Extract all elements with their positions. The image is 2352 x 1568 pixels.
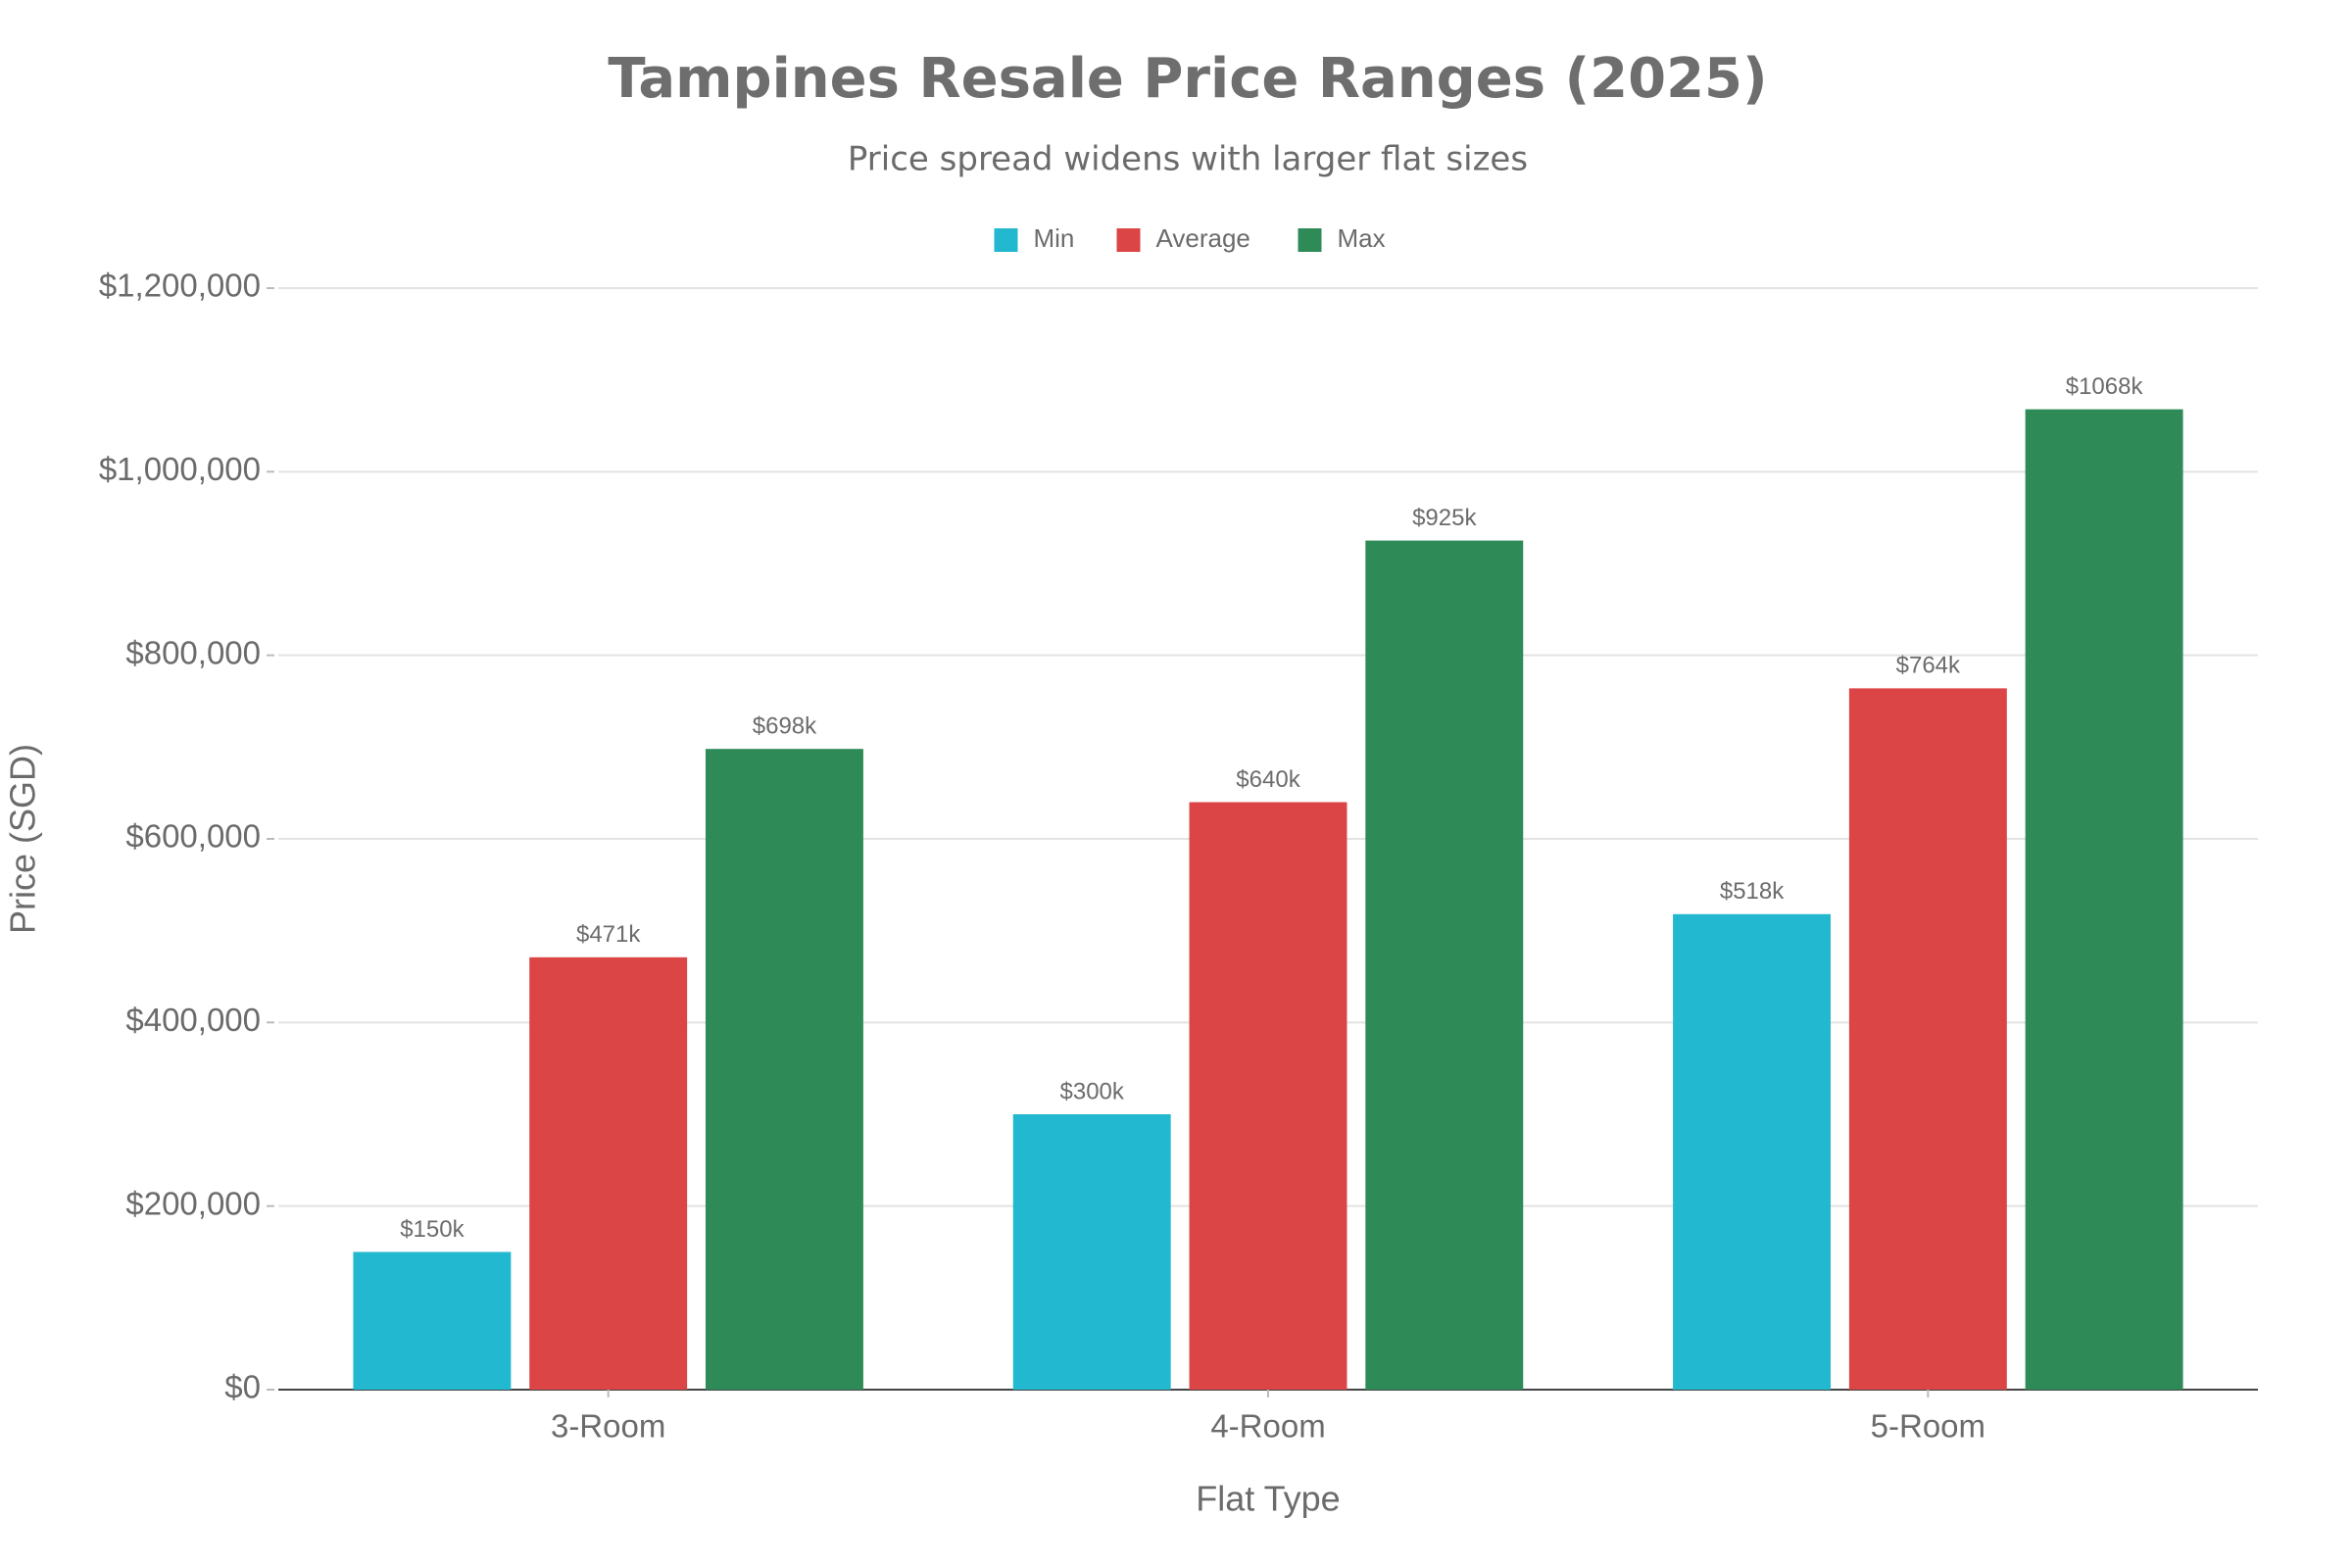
bar xyxy=(1848,688,2007,1390)
x-tick-label: 4-Room xyxy=(1210,1408,1325,1445)
value-label: $698k xyxy=(753,713,817,740)
legend-label: Min xyxy=(1034,223,1075,253)
legend-swatch xyxy=(1298,228,1322,252)
bar xyxy=(1189,802,1348,1390)
y-tick-label: $1,200,000 xyxy=(99,268,261,304)
y-tick-label: $1,000,000 xyxy=(99,451,261,487)
bar xyxy=(1365,540,1524,1390)
x-tick-label: 5-Room xyxy=(1871,1408,1985,1445)
bar xyxy=(705,749,863,1390)
value-label: $300k xyxy=(1060,1078,1125,1104)
bar xyxy=(529,956,688,1390)
y-tick-label: $200,000 xyxy=(125,1185,261,1221)
value-label: $150k xyxy=(400,1216,465,1243)
bar xyxy=(1673,913,1832,1390)
legend-swatch xyxy=(994,228,1018,252)
value-label: $925k xyxy=(1412,505,1477,531)
legend-swatch xyxy=(1116,228,1141,252)
y-tick-label: $400,000 xyxy=(125,1002,261,1038)
y-tick-label: $0 xyxy=(224,1369,261,1405)
value-label: $471k xyxy=(576,921,641,948)
legend-label: Average xyxy=(1156,223,1250,253)
y-tick-label: $600,000 xyxy=(125,818,261,855)
bar xyxy=(1012,1114,1171,1390)
y-axis-title: Price (SGD) xyxy=(3,744,43,934)
bar xyxy=(353,1251,512,1390)
legend-label: Max xyxy=(1338,223,1386,253)
x-axis-title: Flat Type xyxy=(1196,1479,1340,1519)
value-label: $1068k xyxy=(2066,373,2144,400)
x-tick-label: 3-Room xyxy=(551,1408,665,1445)
value-label: $518k xyxy=(1720,878,1785,905)
chart-title: Tampines Resale Price Ranges (2025) xyxy=(608,47,1767,111)
value-label: $640k xyxy=(1236,766,1300,793)
chart-subtitle: Price spread widens with larger flat siz… xyxy=(848,140,1528,179)
bar xyxy=(2025,409,2183,1390)
y-tick-label: $800,000 xyxy=(125,634,261,670)
value-label: $764k xyxy=(1896,653,1961,679)
